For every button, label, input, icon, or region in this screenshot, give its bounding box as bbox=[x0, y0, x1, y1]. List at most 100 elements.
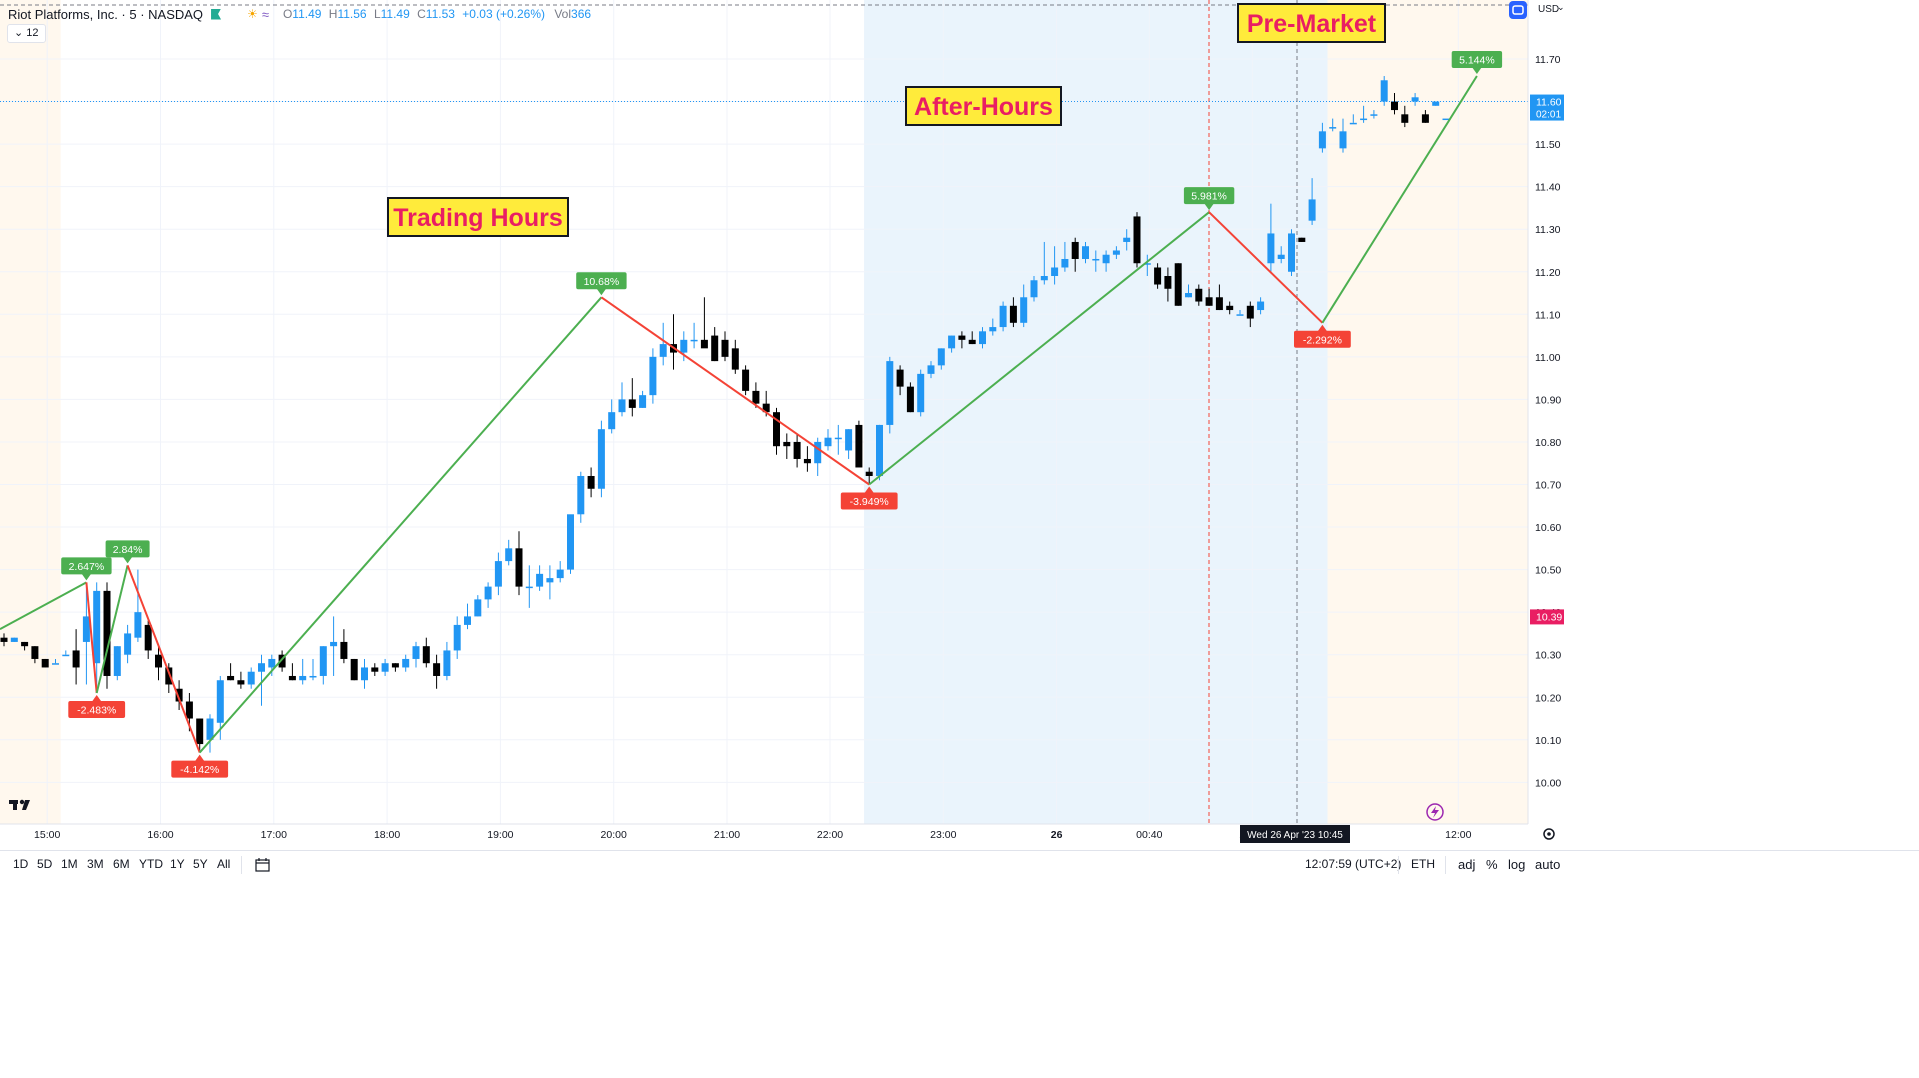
candle[interactable] bbox=[1030, 276, 1038, 302]
candle[interactable] bbox=[52, 658, 59, 665]
candle[interactable] bbox=[93, 582, 101, 693]
range-button-1y[interactable]: 1Y bbox=[170, 857, 185, 871]
swing-low-label[interactable]: -4.142% bbox=[171, 754, 229, 778]
candle[interactable] bbox=[31, 646, 39, 664]
indicators-collapse-button[interactable]: ⌄ 12 bbox=[7, 24, 46, 43]
candle[interactable] bbox=[1133, 212, 1141, 268]
candle[interactable] bbox=[597, 420, 605, 498]
candle[interactable] bbox=[371, 663, 379, 676]
price-axis[interactable]: 11.70 11.60 11.50 11.40 11.30 11.20 11.10 11.00… bbox=[1527, 0, 1919, 824]
candle[interactable] bbox=[1401, 105, 1409, 128]
flag-icon[interactable] bbox=[211, 8, 222, 20]
candle[interactable] bbox=[752, 382, 760, 408]
swing-high-label[interactable]: 2.647% bbox=[61, 557, 112, 581]
candle[interactable] bbox=[680, 331, 688, 362]
candle[interactable] bbox=[1123, 229, 1131, 251]
candle[interactable] bbox=[958, 331, 966, 349]
candle[interactable] bbox=[1174, 263, 1182, 306]
pre-market-label[interactable]: Pre-Market bbox=[1237, 3, 1386, 43]
candle[interactable] bbox=[505, 539, 513, 566]
after-hours-label[interactable]: After-Hours bbox=[905, 86, 1062, 126]
candle[interactable] bbox=[330, 616, 338, 676]
lightning-icon[interactable] bbox=[1426, 803, 1444, 821]
candle[interactable] bbox=[21, 641, 29, 651]
candle[interactable] bbox=[628, 378, 636, 417]
candle[interactable] bbox=[659, 322, 667, 366]
candle[interactable] bbox=[319, 646, 327, 685]
candle[interactable] bbox=[1215, 284, 1223, 311]
candle[interactable] bbox=[103, 582, 111, 689]
candle[interactable] bbox=[670, 314, 677, 370]
swing-low-label[interactable]: -2.292% bbox=[1294, 324, 1351, 348]
candle[interactable] bbox=[1370, 110, 1378, 119]
candle[interactable] bbox=[721, 331, 729, 362]
time-axis[interactable]: 15:00 16:00 17:00 18:00 19:00 20:00 21:00 22:00… bbox=[0, 823, 1919, 850]
candle[interactable] bbox=[525, 565, 533, 608]
candle[interactable] bbox=[783, 433, 791, 459]
swing-low-label[interactable]: -3.949% bbox=[840, 486, 898, 510]
log-toggle[interactable]: log bbox=[1508, 857, 1526, 872]
candle[interactable] bbox=[258, 654, 265, 706]
swing-high-label[interactable]: 2.84% bbox=[105, 540, 150, 564]
candle[interactable] bbox=[433, 654, 441, 689]
candle[interactable] bbox=[824, 429, 832, 451]
candle[interactable] bbox=[1391, 93, 1398, 115]
candle[interactable] bbox=[917, 369, 925, 417]
candle[interactable] bbox=[906, 382, 914, 413]
candle[interactable] bbox=[690, 322, 698, 349]
candle[interactable] bbox=[1411, 93, 1419, 106]
candle[interactable] bbox=[165, 663, 173, 693]
candle[interactable] bbox=[464, 603, 471, 630]
candle[interactable] bbox=[155, 646, 162, 681]
price-chart[interactable]: 2.647% -2.483% 2.84% -4.142% 10.68% -3.949% 5.… bbox=[0, 0, 1919, 850]
session-button[interactable]: ETH bbox=[1411, 857, 1435, 871]
auto-toggle[interactable]: auto bbox=[1535, 857, 1561, 872]
candle[interactable] bbox=[1339, 118, 1347, 153]
candle[interactable] bbox=[1051, 246, 1059, 285]
candle[interactable] bbox=[484, 582, 492, 608]
candle[interactable] bbox=[700, 297, 708, 349]
candle[interactable] bbox=[494, 552, 502, 596]
candle[interactable] bbox=[618, 382, 626, 417]
candle[interactable] bbox=[896, 365, 904, 396]
candle[interactable] bbox=[845, 429, 853, 459]
candle[interactable] bbox=[1205, 288, 1213, 306]
tradingview-logo[interactable] bbox=[9, 799, 30, 810]
candle[interactable] bbox=[1329, 118, 1337, 132]
candle[interactable] bbox=[82, 586, 90, 685]
swing-high-label[interactable]: 10.68% bbox=[576, 272, 627, 296]
candle[interactable] bbox=[247, 667, 255, 689]
clock-readout[interactable]: 12:07:59 (UTC+2) bbox=[1305, 857, 1402, 871]
candle[interactable] bbox=[1380, 76, 1388, 106]
candle[interactable] bbox=[1257, 297, 1265, 315]
candle[interactable] bbox=[968, 331, 976, 345]
symbol-legend[interactable]: Riot Platforms, Inc. · 5 · NASDAQ ☀ ≈ O1… bbox=[8, 5, 595, 23]
candle[interactable] bbox=[361, 658, 368, 689]
candle[interactable] bbox=[62, 650, 70, 657]
candle[interactable] bbox=[556, 561, 564, 583]
candle[interactable] bbox=[1112, 246, 1120, 259]
candle[interactable] bbox=[1360, 105, 1368, 123]
candle[interactable] bbox=[886, 356, 894, 434]
candle[interactable] bbox=[1226, 301, 1234, 315]
candle[interactable] bbox=[206, 714, 214, 753]
candle[interactable] bbox=[134, 569, 142, 642]
candle[interactable] bbox=[1082, 241, 1089, 264]
range-button-6m[interactable]: 6M bbox=[113, 857, 130, 871]
candle[interactable] bbox=[979, 327, 986, 349]
candle[interactable] bbox=[443, 641, 451, 681]
currency-chevron-icon[interactable]: ⌄ bbox=[1557, 2, 1565, 12]
candle[interactable] bbox=[175, 680, 183, 711]
currency-label[interactable]: USD bbox=[1538, 4, 1559, 15]
candle[interactable] bbox=[1236, 310, 1244, 316]
candle[interactable] bbox=[1009, 297, 1017, 328]
candle[interactable] bbox=[72, 629, 80, 685]
percent-toggle[interactable]: % bbox=[1486, 857, 1498, 872]
candle[interactable] bbox=[948, 335, 956, 353]
candle[interactable] bbox=[268, 654, 276, 676]
candle[interactable] bbox=[278, 650, 286, 672]
candle[interactable] bbox=[1020, 284, 1028, 328]
symbol-title[interactable]: Riot Platforms, Inc. · 5 · NASDAQ bbox=[8, 6, 204, 22]
candle[interactable] bbox=[381, 658, 389, 676]
candle[interactable] bbox=[1267, 203, 1275, 272]
